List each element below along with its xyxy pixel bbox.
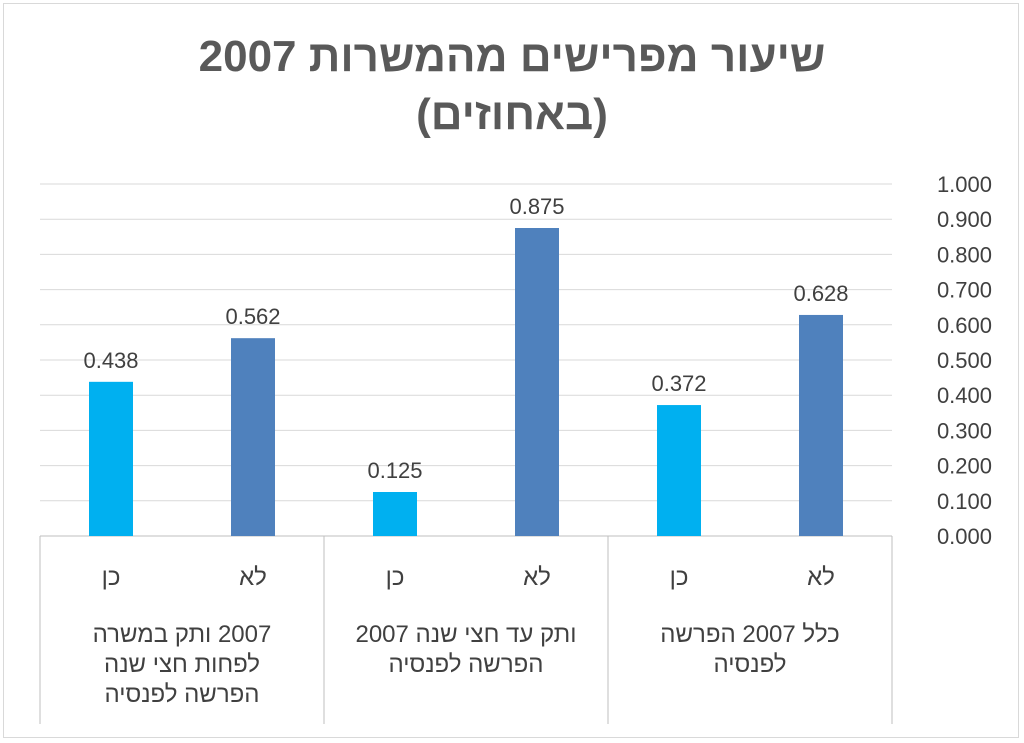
y-tick-label: 0.500 — [937, 348, 992, 373]
category-label: לא — [807, 564, 835, 591]
y-tick-label: 0.700 — [937, 278, 992, 303]
group-label: ותק עד חצי שנה 2007 — [355, 621, 576, 648]
chart-title: שיעור מפרישים מהמשרות 2007 (באחוזים) — [0, 28, 1024, 144]
group-label: לפנסיה — [714, 651, 787, 678]
category-label: לא — [239, 564, 267, 591]
group-label: הפרשה לפנסיה — [389, 651, 544, 678]
category-label: כן — [102, 564, 121, 591]
chart-title-line-2: (באחוזים) — [416, 90, 608, 139]
data-label: 0.372 — [651, 371, 706, 396]
y-tick-label: 0.200 — [937, 454, 992, 479]
y-tick-label: 0.000 — [937, 524, 992, 549]
y-tick-label: 0.100 — [937, 489, 992, 514]
y-tick-label: 0.400 — [937, 383, 992, 408]
bar — [373, 492, 417, 536]
bar — [89, 381, 133, 536]
chart-frame — [3, 3, 1019, 738]
data-label: 0.438 — [83, 348, 138, 373]
data-label: 0.562 — [225, 304, 280, 329]
bar — [231, 338, 275, 536]
data-label: 0.125 — [367, 458, 422, 483]
bar — [515, 228, 559, 536]
category-label: כן — [386, 564, 405, 591]
y-tick-label: 1.000 — [937, 172, 992, 197]
group-label: 2007 ותק במשרה — [93, 621, 272, 648]
chart-title-line-1: שיעור מפרישים מהמשרות 2007 — [198, 32, 826, 81]
group-label: לפחות חצי שנה — [104, 651, 260, 678]
category-label: לא — [523, 564, 551, 591]
data-label: 0.628 — [793, 281, 848, 306]
data-label: 0.875 — [509, 194, 564, 219]
y-tick-label: 0.800 — [937, 242, 992, 267]
y-tick-label: 0.900 — [937, 207, 992, 232]
bar — [657, 405, 701, 536]
group-label: כלל 2007 הפרשה — [660, 621, 839, 648]
y-tick-label: 0.600 — [937, 313, 992, 338]
category-label: כן — [670, 564, 689, 591]
bar — [799, 314, 843, 536]
group-label: הפרשה לפנסיה — [105, 681, 260, 708]
y-tick-label: 0.300 — [937, 418, 992, 443]
